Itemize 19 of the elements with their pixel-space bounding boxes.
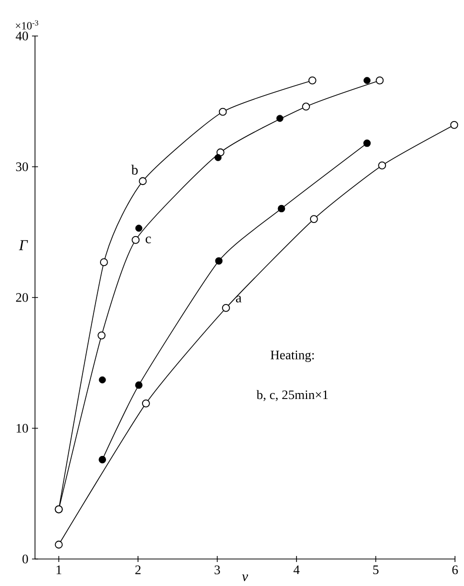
y-tick-label: 40 [16,32,28,40]
y-tick-label: 30 [16,162,28,172]
y-tick-label: 20 [16,293,28,302]
annotation: Heating: [270,350,314,362]
x-tick-label: 2 [135,566,141,574]
y-axis-title: Γ [18,240,28,250]
x-axis-title: ν [242,574,248,582]
x-tick-label: 5 [373,566,378,574]
x-tick-label: 1 [56,566,62,574]
y-tick-label: 0 [22,554,28,564]
series-label: b [131,164,138,175]
x-tick-label: 4 [294,566,300,574]
text: ×10$^{-3}$ [16,20,38,30]
x-tick-label: 3 [214,566,220,574]
y-tick-label: 10 [16,424,28,433]
series-label: c [146,236,151,244]
x-tick-label: 6 [452,566,458,574]
series-label: a [236,296,242,302]
annotation: b, c, 25min×1 [256,390,328,402]
